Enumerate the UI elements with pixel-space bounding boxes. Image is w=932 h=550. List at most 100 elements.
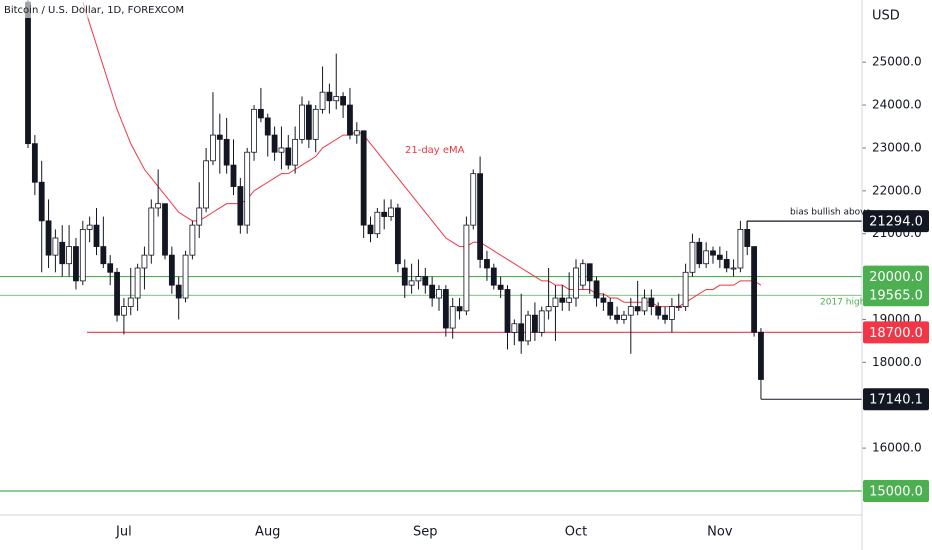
candle-body <box>196 207 203 226</box>
candle-body <box>45 220 52 256</box>
candle-body <box>25 1 31 145</box>
candle-body <box>621 314 627 320</box>
candle-body <box>545 306 552 312</box>
annotation: bias bullish above <box>790 208 872 218</box>
price-box <box>863 321 929 344</box>
candle-body <box>360 130 367 226</box>
x-tick-label: Aug <box>255 525 280 540</box>
candle-body <box>31 143 38 183</box>
candle-body <box>401 267 408 286</box>
y-tick-label: 24000.0 <box>872 98 922 112</box>
candle-body <box>73 246 79 282</box>
candle-body <box>675 306 682 308</box>
price-label: 21294.0 <box>869 215 923 230</box>
candle-body <box>367 224 374 235</box>
candle-body <box>210 134 216 162</box>
candle-body <box>634 306 641 312</box>
candle-body <box>59 241 66 265</box>
candle-body <box>716 254 723 260</box>
y-tick-label: 25000.0 <box>872 55 922 69</box>
candle-body <box>696 241 703 265</box>
y-tick-label: 22000.0 <box>872 183 922 197</box>
candle-body <box>251 108 257 153</box>
candle-body <box>511 323 518 333</box>
candle-body <box>100 246 107 265</box>
candle-body <box>655 306 662 316</box>
candle-body <box>429 284 436 299</box>
y-tick-label: 23000.0 <box>872 140 922 154</box>
candle-body <box>107 263 114 273</box>
candle-body <box>141 254 148 269</box>
candle-body <box>723 259 730 269</box>
candle-body <box>340 96 347 106</box>
candle-body <box>114 271 120 316</box>
candle-body <box>216 134 223 140</box>
candle-body <box>182 254 189 299</box>
candle-body <box>319 91 326 110</box>
candle-body <box>93 224 100 247</box>
candle-body <box>388 207 394 217</box>
candle-body <box>518 323 525 342</box>
candle-body <box>244 151 251 226</box>
y-axis-label: USD <box>872 9 900 24</box>
candle-body <box>456 306 463 312</box>
candle-body <box>710 250 716 256</box>
candle-body <box>552 297 559 307</box>
candle-body <box>86 224 93 230</box>
candle-body <box>264 117 271 136</box>
price-label: 20000.0 <box>869 270 923 285</box>
candle-body <box>175 284 182 299</box>
candle-body <box>271 134 278 153</box>
candle-body <box>559 297 566 303</box>
candle-body <box>497 284 504 290</box>
candle-body <box>353 130 360 136</box>
candle-body <box>614 314 620 320</box>
candle-body <box>532 314 538 333</box>
candle-body <box>484 259 490 269</box>
candle-body <box>223 138 230 166</box>
candle-body <box>737 229 744 269</box>
price-label: 15000.0 <box>869 484 923 499</box>
candle-body <box>627 306 634 316</box>
candle-body <box>134 267 141 299</box>
price-label: 18700.0 <box>869 326 923 341</box>
ema-line <box>82 1 762 308</box>
candle-body <box>121 306 127 316</box>
candle-body <box>538 310 545 333</box>
candle-body <box>593 280 600 299</box>
x-tick-label: Sep <box>413 525 438 540</box>
candle-body <box>374 211 381 235</box>
candle-body <box>422 276 429 286</box>
candle-body <box>600 297 607 303</box>
candle-body <box>758 331 764 380</box>
candle-body <box>689 241 696 273</box>
candle-body <box>381 211 388 217</box>
price-box <box>863 265 929 288</box>
candle-body <box>436 289 442 299</box>
candle-body <box>744 229 751 247</box>
candle-body <box>299 104 305 140</box>
candle-body <box>415 276 422 282</box>
candle-body <box>408 280 415 286</box>
candle-body <box>579 263 586 286</box>
x-tick-label: Oct <box>565 525 587 540</box>
candle-body <box>394 207 401 265</box>
candle-body <box>573 267 579 299</box>
candle-body <box>703 250 710 265</box>
y-tick-label: 18000.0 <box>872 355 922 369</box>
annotation: 21-day eMA <box>405 145 465 156</box>
price-label: 17140.1 <box>869 393 923 408</box>
candle-body <box>312 108 319 140</box>
candle-body <box>662 314 668 320</box>
candle-body <box>669 306 675 320</box>
candle-body <box>470 173 477 226</box>
candle-body <box>682 271 689 307</box>
candle-body <box>127 297 134 307</box>
y-tick-label: 16000.0 <box>872 441 922 455</box>
candle-body <box>38 181 45 222</box>
candle-body <box>278 147 285 153</box>
candle-body <box>504 289 511 333</box>
candle-body <box>347 104 353 136</box>
candle-body <box>648 297 655 307</box>
